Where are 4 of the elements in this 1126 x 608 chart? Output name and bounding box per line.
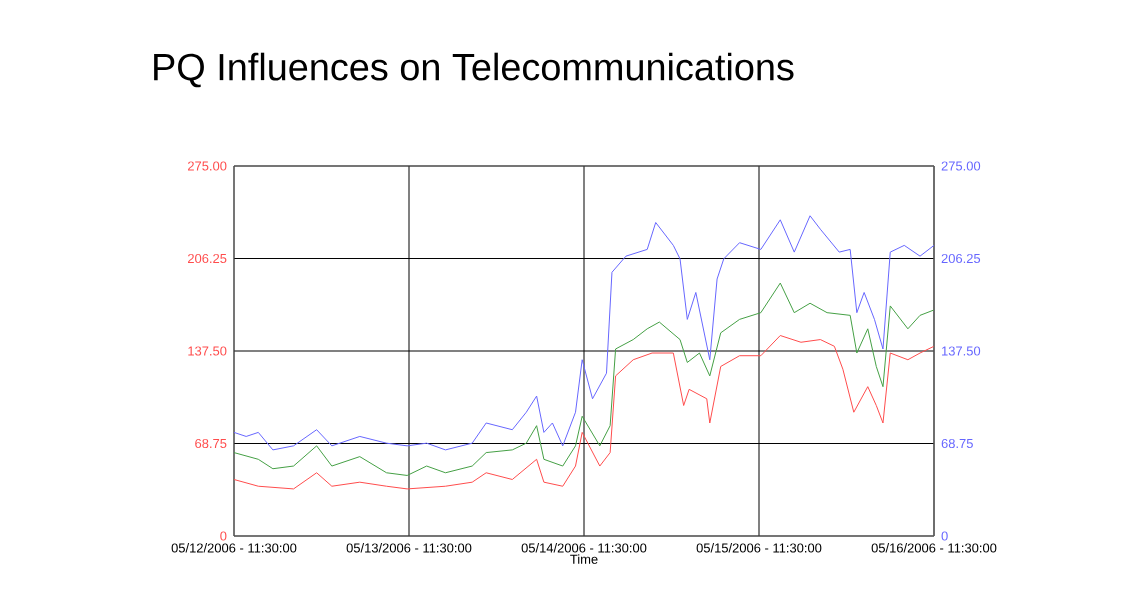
line-series [234, 335, 935, 490]
line-series [234, 282, 935, 476]
line-series [234, 215, 935, 451]
chart-title: PQ Influences on Telecommunications [154, 52, 794, 88]
